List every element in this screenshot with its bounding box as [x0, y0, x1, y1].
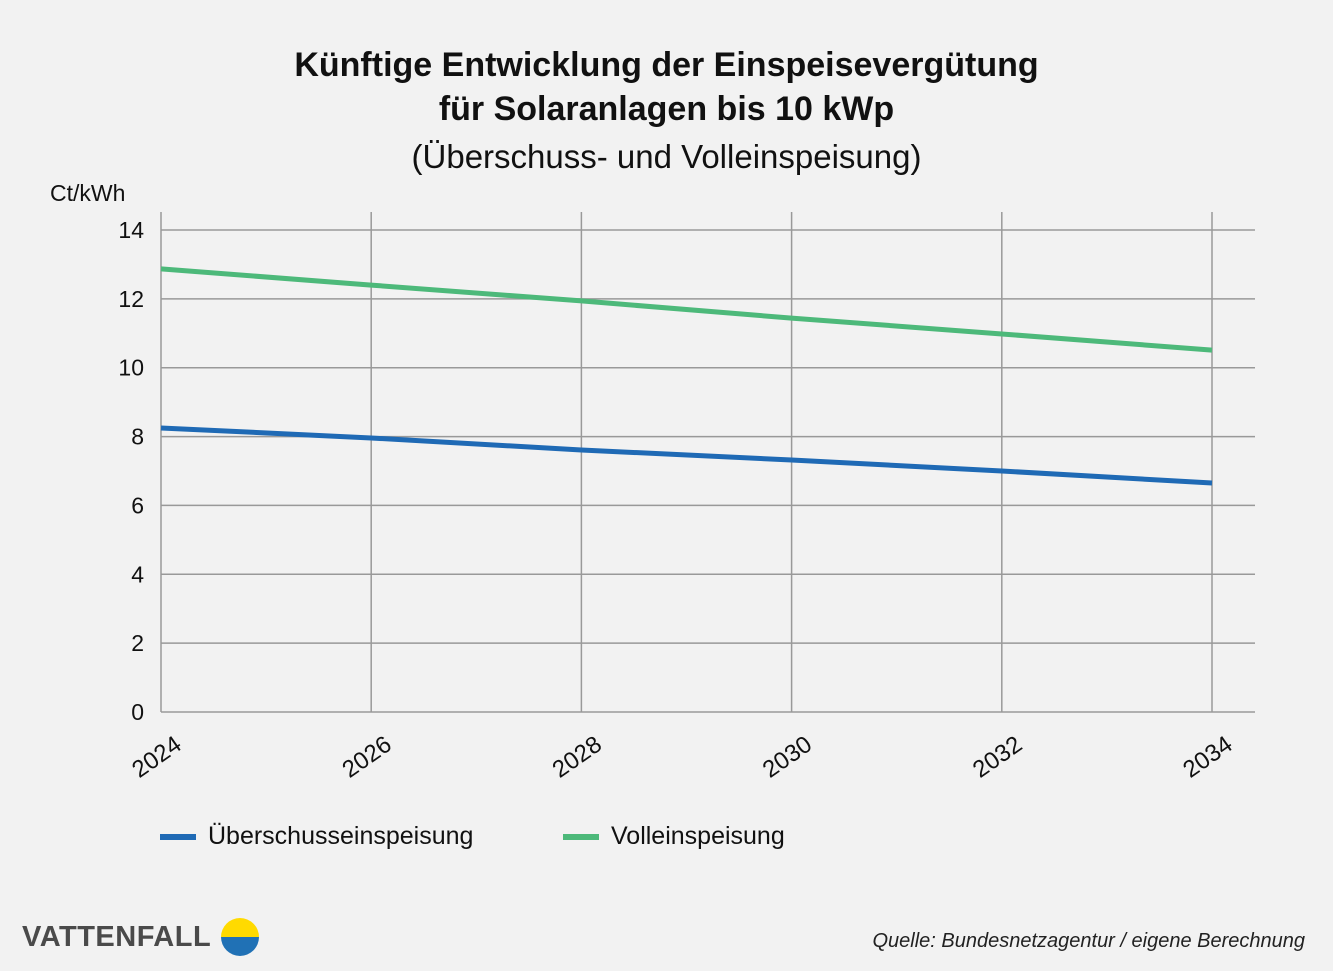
series-line-voll: [160, 266, 1213, 353]
logo-text: VATTENFALL: [22, 920, 212, 953]
x-tick-label: 2034: [1178, 731, 1237, 784]
y-tick-label: 14: [118, 217, 144, 243]
x-tick-label: 2026: [337, 731, 396, 784]
logo-mark-icon: [221, 918, 260, 956]
y-axis-label: Ct/kWh: [50, 180, 125, 206]
y-tick-label: 10: [118, 355, 144, 381]
legend-swatch-green: [563, 833, 599, 840]
legend-label: Überschusseinspeisung: [208, 822, 474, 850]
vattenfall-logo: VATTENFALL: [22, 918, 260, 956]
y-tick-label: 8: [131, 424, 144, 450]
legend-item-ueberschuss: Überschusseinspeisung: [160, 822, 473, 851]
legend-item-voll: Volleinspeisung: [563, 822, 785, 851]
x-tick-label: 2030: [758, 731, 817, 784]
chart-title-line2: für Solaranlagen bis 10 kWp: [438, 90, 895, 128]
y-tick-label: 6: [131, 492, 144, 518]
y-tick-label: 4: [131, 561, 144, 587]
legend-swatch-blue: [160, 833, 196, 840]
chart-subtitle: (Überschuss- und Volleinspeisung): [411, 138, 922, 175]
x-tick-label: 2032: [968, 731, 1027, 784]
y-tick-label: 12: [118, 286, 144, 312]
legend-label: Volleinspeisung: [611, 822, 785, 850]
chart-title: Künftige Entwicklung der Einspeisevergüt…: [294, 46, 1039, 84]
source-note: Quelle: Bundesnetzagentur / eigene Berec…: [872, 930, 1305, 952]
y-tick-label: 2: [131, 630, 144, 656]
series-line-ueberschuss: [160, 425, 1213, 486]
x-tick-label: 2024: [127, 731, 186, 784]
x-tick-label: 2028: [548, 731, 607, 784]
y-tick-label: 0: [131, 699, 144, 725]
